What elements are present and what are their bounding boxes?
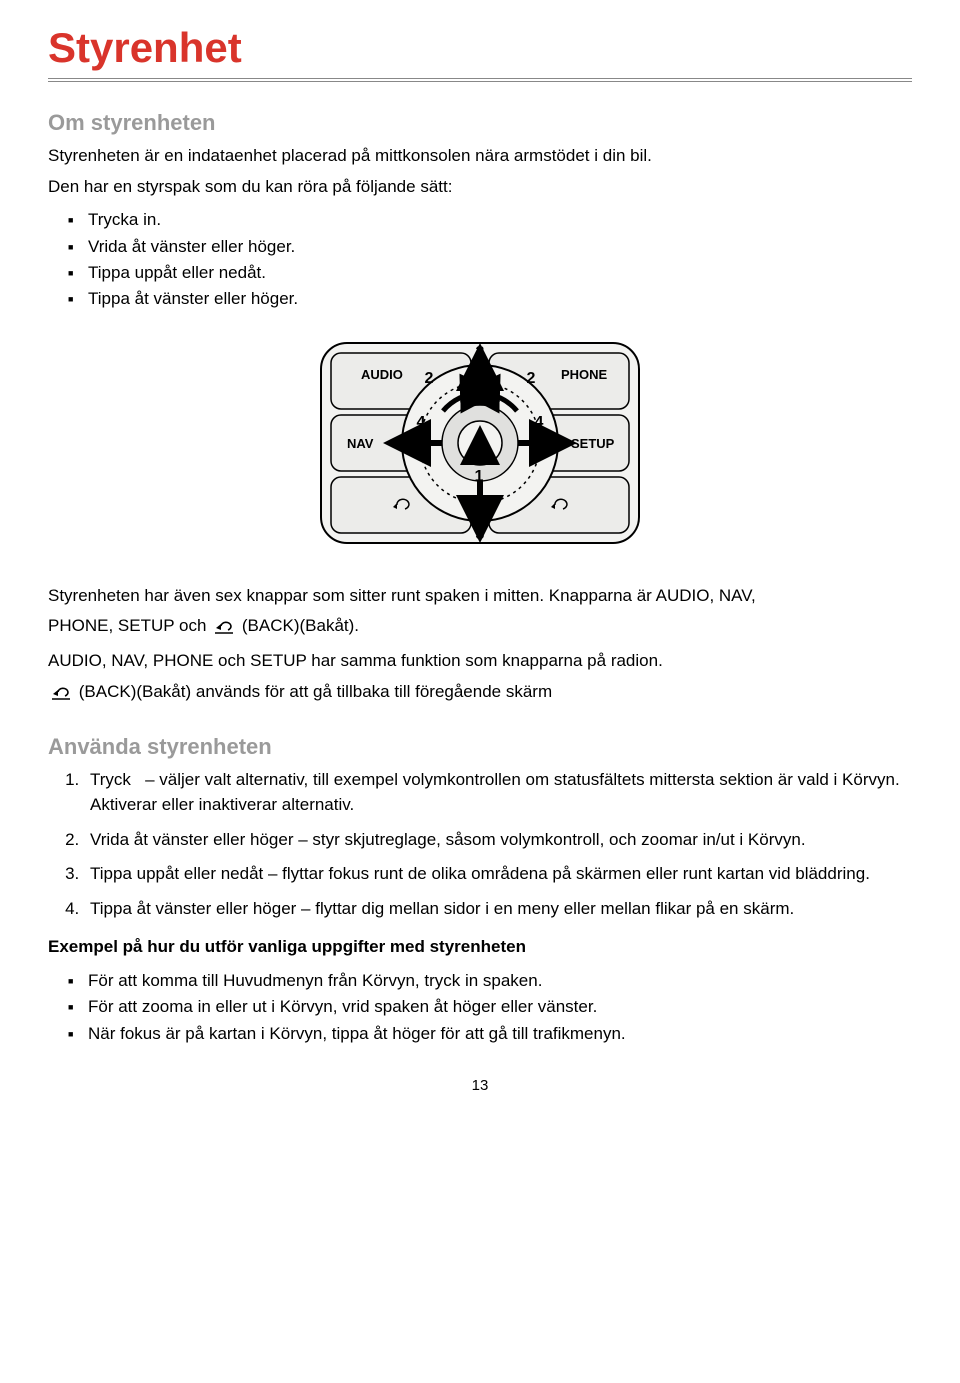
svg-text:2: 2: [425, 370, 434, 387]
list-item: För att zooma in eller ut i Körvyn, vrid…: [48, 994, 912, 1020]
text: (BACK)(Bakåt).: [242, 616, 359, 635]
list-item: Tryck – väljer valt alternativ, till exe…: [84, 768, 912, 817]
examples-list: För att komma till Huvudmenyn från Körvy…: [48, 968, 912, 1047]
list-item: Tippa uppåt eller nedåt.: [48, 260, 912, 286]
section1-bullets: Trycka in. Vrida åt vänster eller höger.…: [48, 207, 912, 312]
list-item: Tippa åt vänster eller höger.: [48, 286, 912, 312]
section1-p1: Styrenheten är en indataenhet placerad p…: [48, 144, 912, 169]
text: PHONE, SETUP och: [48, 616, 211, 635]
label-setup: SETUP: [571, 436, 615, 451]
list-item: Tippa uppåt eller nedåt – flyttar fokus …: [84, 862, 912, 887]
label-phone: PHONE: [561, 367, 608, 382]
para-buttons-3: AUDIO, NAV, PHONE och SETUP har samma fu…: [48, 649, 912, 674]
text: (BACK)(Bakåt) används för att gå tillbak…: [79, 682, 552, 701]
list-item: När fokus är på kartan i Körvyn, tippa å…: [48, 1021, 912, 1047]
section1-p2: Den har en styrspak som du kan röra på f…: [48, 175, 912, 200]
examples-heading: Exempel på hur du utför vanliga uppgifte…: [48, 935, 912, 960]
page-title: Styrenhet: [48, 24, 912, 72]
label-nav: NAV: [347, 436, 374, 451]
list-item: Tippa åt vänster eller höger – flyttar d…: [84, 897, 912, 922]
section1-heading: Om styrenheten: [48, 110, 912, 136]
svg-text:3: 3: [476, 344, 485, 361]
svg-text:2: 2: [527, 370, 536, 387]
para-buttons-1: Styrenheten har även sex knappar som sit…: [48, 584, 912, 609]
section2-list: Tryck – väljer valt alternativ, till exe…: [84, 768, 912, 921]
list-item: Trycka in.: [48, 207, 912, 233]
section2-heading: Använda styrenheten: [48, 734, 912, 760]
page-number: 13: [48, 1075, 912, 1097]
title-rule: [48, 78, 912, 82]
para-buttons-2: PHONE, SETUP och (BACK)(Bakåt).: [48, 614, 912, 643]
svg-text:3: 3: [476, 526, 485, 543]
list-item: För att komma till Huvudmenyn från Körvy…: [48, 968, 912, 994]
svg-text:4: 4: [417, 414, 426, 431]
svg-text:1: 1: [475, 468, 484, 485]
controller-diagram: 3 3 2 2 4 4 1 AUDIO PHONE NAV SETUP: [48, 333, 912, 558]
back-icon: [50, 683, 72, 709]
back-icon: [213, 617, 235, 643]
label-audio: AUDIO: [361, 367, 403, 382]
list-item: Vrida åt vänster eller höger – styr skju…: [84, 828, 912, 853]
para-back-usage: (BACK)(Bakåt) används för att gå tillbak…: [48, 680, 912, 709]
svg-text:4: 4: [535, 414, 544, 431]
list-item: Vrida åt vänster eller höger.: [48, 234, 912, 260]
